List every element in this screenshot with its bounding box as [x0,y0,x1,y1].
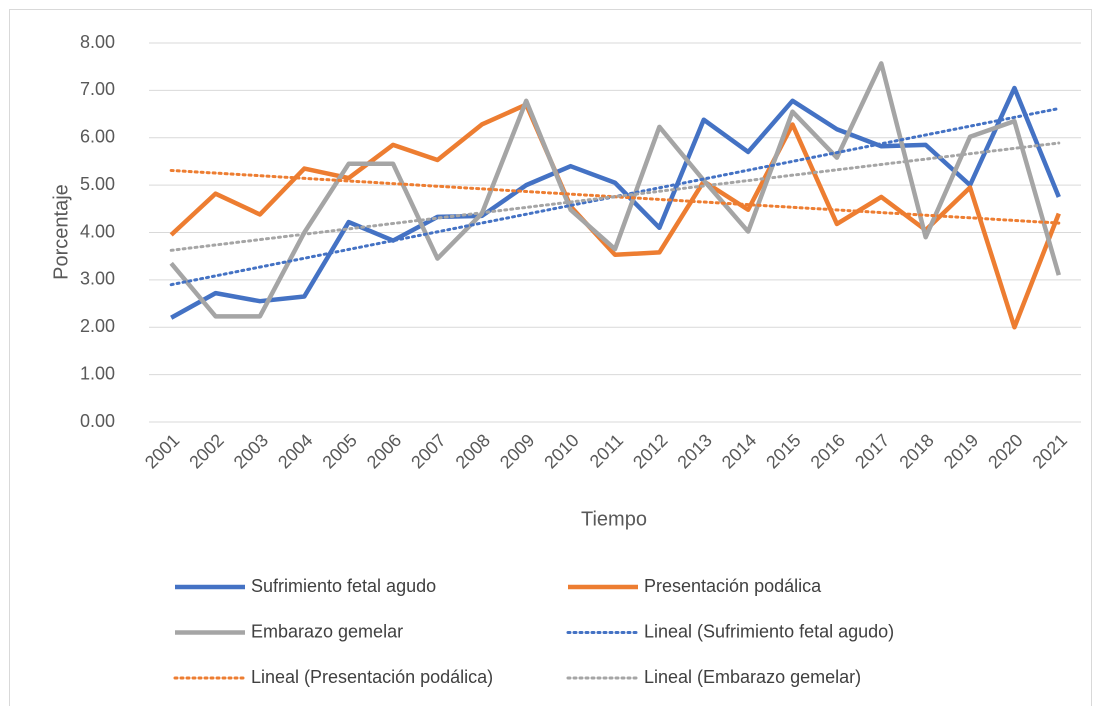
x-tick-label: 2009 [496,430,538,472]
y-tick-label: 7.00 [80,79,115,99]
legend-label: Lineal (Sufrimiento fetal agudo) [644,621,894,641]
legend-label: Sufrimiento fetal agudo [251,576,436,596]
x-tick-label: 2015 [762,430,804,472]
y-tick-label: 6.00 [80,127,115,147]
x-tick-label: 2017 [851,430,893,472]
legend-label: Lineal (Embarazo gemelar) [644,667,861,687]
trend-line [169,141,1061,252]
chart-frame [9,9,1092,706]
y-tick-label: 8.00 [80,32,115,52]
x-tick-label: 2018 [895,430,937,472]
legend-label: Presentación podálica [644,576,822,596]
x-tick-label: 2020 [984,430,1026,472]
x-tick-label: 2013 [673,430,715,472]
x-tick-label: 2014 [718,430,760,472]
y-tick-label: 2.00 [80,316,115,336]
x-tick-label: 2001 [141,430,183,472]
x-tick-label: 2010 [540,430,582,472]
x-tick-label: 2011 [586,430,628,472]
x-axis-title: Tiempo [581,508,647,530]
legend-label: Lineal (Presentación podálica) [251,667,493,687]
y-tick-label: 4.00 [80,221,115,241]
y-axis-title: Porcentaje [50,184,72,280]
legend-label: Embarazo gemelar [251,621,403,641]
x-tick-label: 2005 [318,430,360,472]
x-tick-label: 2012 [629,430,671,472]
data-line [169,61,1061,319]
y-tick-label: 5.00 [80,174,115,194]
x-tick-label: 2004 [274,430,316,472]
x-tick-label: 2007 [407,430,449,472]
x-tick-label: 2006 [363,430,405,472]
y-tick-label: 0.00 [80,411,115,431]
x-tick-label: 2021 [1029,430,1071,472]
x-tick-label: 2002 [185,430,227,472]
y-tick-label: 3.00 [80,269,115,289]
x-tick-label: 2019 [940,430,982,472]
y-tick-label: 1.00 [80,363,115,383]
x-tick-label: 2003 [230,430,272,472]
data-line [169,102,1061,330]
x-tick-label: 2008 [452,430,494,472]
data-line [170,85,1061,320]
x-tick-label: 2016 [807,430,849,472]
